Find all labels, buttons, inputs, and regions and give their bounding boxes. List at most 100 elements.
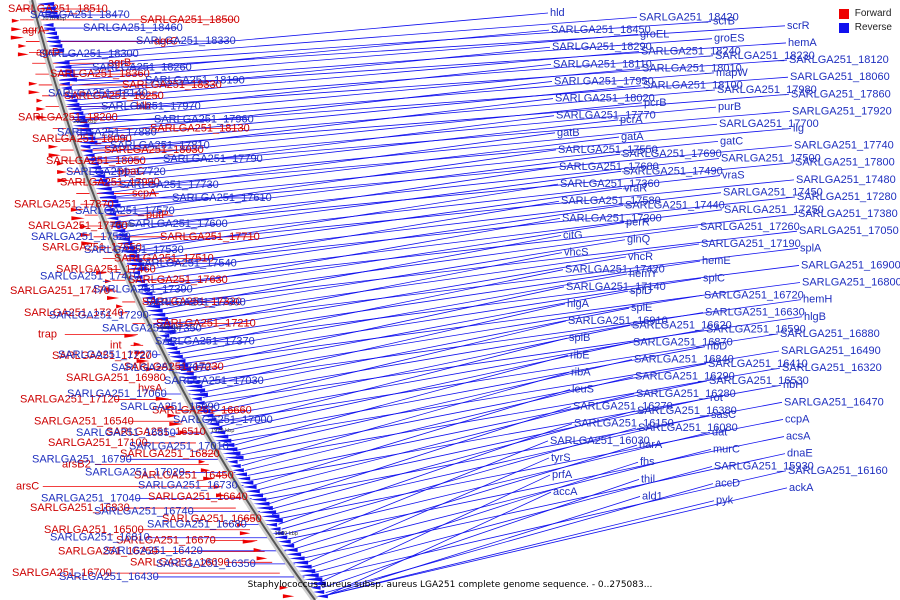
forward-gene-arrow <box>56 161 65 166</box>
reverse-connector <box>187 286 565 369</box>
reverse-gene-arrow <box>77 136 96 141</box>
reverse-gene-label: SARLGA251_17770 <box>556 110 656 122</box>
reverse-gene-label: SARLGA251_16900 <box>801 259 900 271</box>
reverse-gene-label: SARLGA251_16270 <box>573 401 673 413</box>
reverse-gene-label: ribH <box>783 379 803 391</box>
reverse-gene-label: SARLGA251_16680 <box>147 519 247 531</box>
reverse-gene-label: SARLGA251_17450 <box>723 187 823 199</box>
reverse-connector <box>122 162 794 228</box>
reverse-gene-label: SARLGA251_17370 <box>155 336 255 348</box>
reverse-gene-arrow <box>127 266 147 271</box>
reverse-gene-arrow <box>111 228 126 233</box>
reverse-gene-arrow <box>263 518 283 523</box>
reverse-gene-arrow <box>237 476 251 481</box>
reverse-gene-arrow <box>156 329 176 334</box>
reverse-gene-label: SARLGA251_17000 <box>173 414 273 426</box>
forward-gene-label: agrD <box>36 46 60 58</box>
forward-gene-arrow <box>11 27 22 32</box>
reverse-gene-label: SARLGA251_18020 <box>555 93 655 105</box>
reverse-gene-label: SARLGA251_17600 <box>128 218 228 230</box>
forward-gene-arrow <box>36 98 43 103</box>
reverse-gene-label: SARLGA251_17610 <box>172 192 272 204</box>
reverse-gene-label: ribA <box>571 366 591 378</box>
reverse-gene-label: SARLGA251_18110 <box>553 58 652 70</box>
reverse-gene-arrow <box>304 577 323 582</box>
reverse-gene-label: thil <box>641 473 655 485</box>
forward-gene-label: SARLGA251_17510 <box>114 253 214 265</box>
reverse-gene-arrow <box>217 443 235 447</box>
reverse-gene-arrow <box>137 287 150 292</box>
reverse-connector <box>259 397 709 496</box>
reverse-connector <box>205 316 803 403</box>
reverse-gene-label: SARLGA251_17050 <box>799 225 899 237</box>
reverse-connector <box>210 324 631 413</box>
reverse-gene-label: SARLGA251_16840 <box>634 354 734 366</box>
reverse-connector <box>97 106 717 164</box>
reverse-gene-label: SARLGA251_17420 <box>565 264 665 276</box>
reverse-gene-arrow <box>180 375 197 380</box>
reverse-gene-label: leuS <box>572 383 594 395</box>
reverse-connector <box>271 414 710 515</box>
reverse-gene-arrow <box>126 262 145 267</box>
forward-gene-arrow <box>10 35 24 40</box>
forward-gene-arrow <box>213 485 221 489</box>
reverse-gene-arrow <box>129 270 141 275</box>
forward-gene-arrow <box>136 359 150 363</box>
forward-gene-label: SARLGA251_18130 <box>150 122 250 134</box>
reverse-gene-label: SARLGA251_17720 <box>66 166 166 178</box>
reverse-gene-arrow <box>152 321 171 326</box>
reverse-gene-label: lig <box>793 123 804 135</box>
reverse-connector <box>235 363 707 457</box>
reverse-gene-label: SARLGA251_17250 <box>724 204 824 216</box>
forward-gene-label: SARLGA251_18200 <box>18 111 118 123</box>
reverse-connector <box>147 213 797 286</box>
forward-gene-label: SARLGA251_17120 <box>20 394 120 406</box>
position-tick: 1980 kbp <box>157 325 181 331</box>
forward-gene-arrow <box>107 296 120 300</box>
forward-gene-arrow <box>146 367 154 372</box>
forward-gene-label: SARLGA251_17990 <box>60 177 160 189</box>
reverse-gene-label: SARLGA251_18450 <box>551 24 651 36</box>
reverse-gene-label: SARLGA251_16810 <box>50 532 150 544</box>
reverse-connector <box>105 123 718 184</box>
reverse-connector <box>327 496 641 596</box>
reverse-connector <box>256 393 635 491</box>
forward-gene-label: SARLGA251_16650 <box>162 513 262 525</box>
reverse-connector <box>136 192 722 262</box>
reverse-connector <box>101 115 555 174</box>
reverse-gene-label: SARLGA251_16320 <box>782 362 882 374</box>
reverse-gene-label: SARLGA251_16850 <box>76 427 176 439</box>
reverse-gene-label: splE <box>631 302 652 314</box>
reverse-gene-arrow <box>38 6 56 11</box>
reverse-gene-label: hemA <box>788 37 817 49</box>
reverse-connector <box>134 188 623 257</box>
reverse-gene-arrow <box>173 363 189 368</box>
reverse-connector <box>227 350 780 442</box>
reverse-gene-label: SARLGA251_16430 <box>59 571 159 583</box>
reverse-connector <box>112 140 719 203</box>
reverse-gene-label: vraS <box>722 170 745 182</box>
reverse-gene-label: SARLGA251_16490 <box>781 345 881 357</box>
reverse-gene-label: SARLGA251_17010 <box>129 440 229 452</box>
reverse-gene-arrow <box>37 2 55 6</box>
reverse-gene-arrow <box>214 438 232 443</box>
forward-gene-arrow <box>167 413 179 418</box>
reverse-connector <box>70 33 639 81</box>
reverse-gene-label: vhcS <box>564 247 588 259</box>
reverse-connector <box>327 491 552 596</box>
reverse-gene-arrow <box>148 312 166 317</box>
reverse-gene-arrow <box>74 128 92 132</box>
reverse-gene-label: SARLGA251_18290 <box>552 41 652 53</box>
reverse-gene-label: SARLGA251_17060 <box>67 388 167 400</box>
reverse-gene-arrow <box>191 396 202 401</box>
reverse-gene-arrow <box>202 417 217 422</box>
reverse-gene-arrow <box>224 455 244 460</box>
reverse-gene-label: SARLGA251_17810 <box>110 140 210 152</box>
forward-gene-label: SARLGA251_17760 <box>28 220 128 232</box>
reverse-gene-label: SARLGA251_18420 <box>639 11 739 23</box>
reverse-gene-label: SARLGA251_17950 <box>554 75 654 87</box>
reverse-connector <box>275 419 784 520</box>
forward-gene-label: SARLGA251_18510 <box>8 3 108 15</box>
reverse-gene-label: accA <box>553 486 578 498</box>
reverse-connector <box>304 457 550 564</box>
